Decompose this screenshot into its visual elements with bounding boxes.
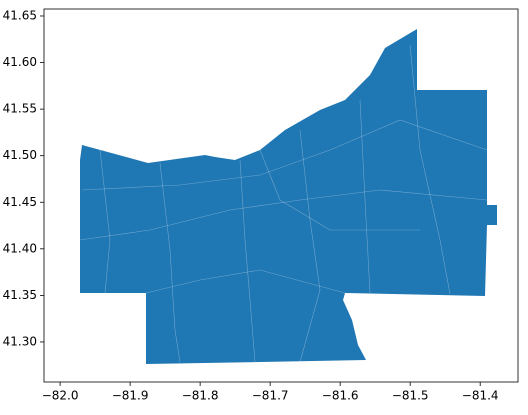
map-region bbox=[79, 29, 497, 364]
y-tick-label: 41.30 bbox=[3, 334, 37, 348]
x-tick-label: −81.6 bbox=[322, 389, 359, 403]
y-tick-label: 41.65 bbox=[3, 8, 37, 22]
x-tick-label: −81.7 bbox=[252, 389, 289, 403]
x-tick-label: −81.9 bbox=[112, 389, 149, 403]
y-tick-label: 41.50 bbox=[3, 148, 37, 162]
x-tick-label: −81.4 bbox=[462, 389, 499, 403]
x-tick-label: −82.0 bbox=[42, 389, 79, 403]
axes-frame bbox=[43, 8, 519, 383]
y-tick-label: 41.55 bbox=[3, 102, 37, 116]
x-tick-label: −81.8 bbox=[182, 389, 219, 403]
y-tick-label: 41.60 bbox=[3, 55, 37, 69]
y-tick-label: 41.40 bbox=[3, 241, 37, 255]
county-shape bbox=[80, 29, 497, 364]
y-tick-label: 41.45 bbox=[3, 195, 37, 209]
y-tick-label: 41.35 bbox=[3, 288, 37, 302]
x-tick-label: −81.5 bbox=[392, 389, 429, 403]
tract-boundaries bbox=[79, 44, 488, 363]
